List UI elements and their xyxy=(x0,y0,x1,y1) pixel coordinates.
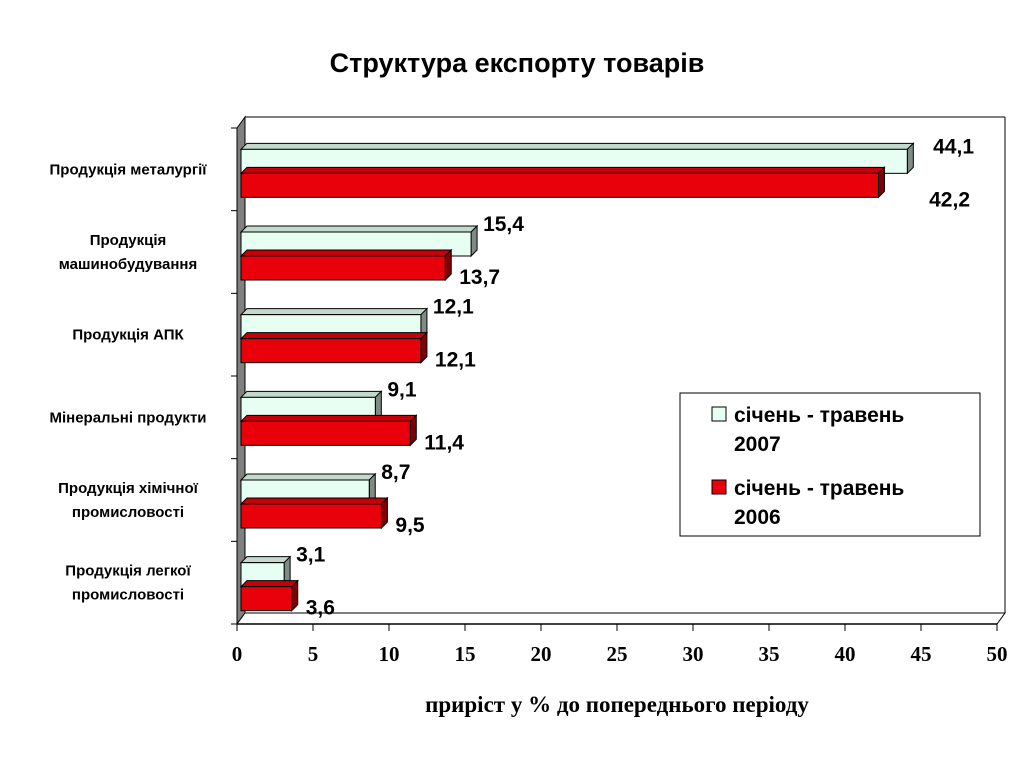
legend-box xyxy=(679,392,981,537)
x-tick-label: 20 xyxy=(531,642,552,666)
bar-series2: 9,5 xyxy=(239,496,425,537)
data-label: 42,2 xyxy=(929,188,970,211)
x-axis-ticks: 0 5 10 15 20 25 30 35 40 45 50 xyxy=(232,624,1008,666)
category-label: Продукція хімічної промисловості xyxy=(58,480,198,521)
floor xyxy=(236,612,1006,625)
category-label: Продукція АПК xyxy=(72,327,184,344)
x-tick-label: 15 xyxy=(455,642,476,666)
legend: січень - травень 2007 січень - травень 2006 xyxy=(679,392,981,537)
x-tick-label: 25 xyxy=(607,642,628,666)
category-labels: Продукція металургії Продукція машинобудув… xyxy=(49,161,207,603)
data-label: 9,1 xyxy=(387,378,417,401)
x-tick-label: 40 xyxy=(835,642,856,666)
data-label: 15,4 xyxy=(483,213,524,236)
data-label: 13,7 xyxy=(459,266,500,289)
data-label: 11,4 xyxy=(424,431,464,454)
legend-entry: січень - травень 2006 xyxy=(734,477,904,529)
category-label: Продукція машинобудування xyxy=(59,232,198,273)
bar-series2: 13,7 xyxy=(239,248,500,289)
x-tick-label: 0 xyxy=(232,642,243,666)
data-label: 9,5 xyxy=(395,514,425,537)
category-label: Продукція металургії xyxy=(50,161,208,178)
data-label: 44,1 xyxy=(933,135,974,158)
legend-swatch xyxy=(711,406,727,422)
data-label: 12,1 xyxy=(435,349,476,372)
category-label: Продукція легкої промисловості xyxy=(65,563,191,604)
x-axis-label: приріст у % до попереднього періоду xyxy=(425,692,809,717)
x-tick-label: 50 xyxy=(987,642,1008,666)
x-tick-label: 30 xyxy=(683,642,704,666)
x-tick-label: 35 xyxy=(759,642,780,666)
x-tick-label: 5 xyxy=(308,642,319,666)
bar-series2: 3,6 xyxy=(239,579,335,620)
bar-series2: 12,1 xyxy=(239,331,476,372)
chart-title: Структура експорту товарів xyxy=(330,48,705,78)
legend-entry: січень - травень 2007 xyxy=(734,404,904,456)
legend-swatch xyxy=(711,479,727,495)
bar-series2: 11,4 xyxy=(239,414,464,454)
x-tick-label: 10 xyxy=(379,642,400,666)
bar-series2: 42,2 xyxy=(239,166,970,211)
bars-group: 44,1 42,2 15,4 13,7 12,1 12,1 9,1 11,4 8,7 9,5 3,1… xyxy=(239,135,974,620)
data-label: 3,1 xyxy=(296,544,326,567)
category-label: Мінеральні продукти xyxy=(49,409,206,426)
data-label: 12,1 xyxy=(433,296,474,319)
data-label: 8,7 xyxy=(381,461,410,484)
x-tick-label: 45 xyxy=(911,642,932,666)
data-label: 3,6 xyxy=(306,597,335,620)
